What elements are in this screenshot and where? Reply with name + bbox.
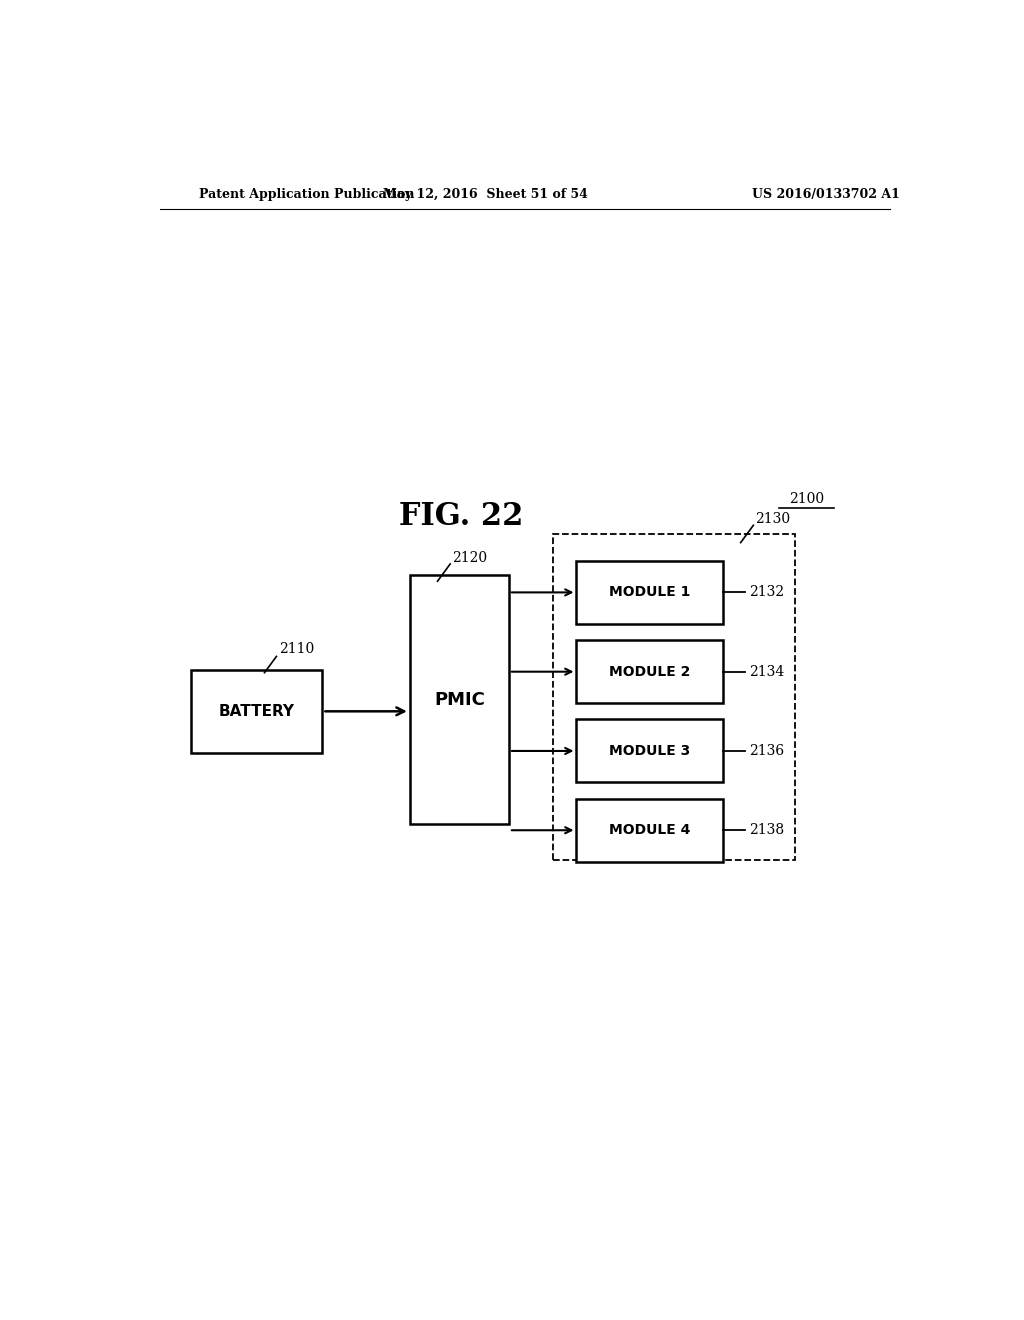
Text: 2134: 2134 — [750, 665, 784, 678]
Bar — [410, 576, 509, 824]
Bar — [577, 640, 723, 704]
Text: Patent Application Publication: Patent Application Publication — [200, 189, 415, 202]
Bar — [191, 669, 323, 752]
Bar — [577, 799, 723, 862]
Bar — [553, 535, 795, 859]
Text: 2130: 2130 — [755, 512, 791, 527]
Text: 2132: 2132 — [750, 585, 784, 599]
Text: MODULE 1: MODULE 1 — [609, 585, 690, 599]
Bar — [577, 561, 723, 624]
Text: May 12, 2016  Sheet 51 of 54: May 12, 2016 Sheet 51 of 54 — [383, 189, 588, 202]
Text: 2120: 2120 — [452, 550, 487, 565]
Text: BATTERY: BATTERY — [219, 704, 295, 719]
Text: PMIC: PMIC — [434, 690, 484, 709]
Text: US 2016/0133702 A1: US 2016/0133702 A1 — [753, 189, 900, 202]
Bar — [577, 719, 723, 783]
Text: FIG. 22: FIG. 22 — [399, 500, 523, 532]
Text: 2136: 2136 — [750, 744, 784, 758]
Text: MODULE 2: MODULE 2 — [609, 665, 690, 678]
Text: MODULE 3: MODULE 3 — [609, 744, 690, 758]
Text: MODULE 4: MODULE 4 — [609, 824, 690, 837]
Text: 2100: 2100 — [788, 492, 824, 506]
Text: 2110: 2110 — [279, 643, 314, 656]
Text: 2138: 2138 — [750, 824, 784, 837]
